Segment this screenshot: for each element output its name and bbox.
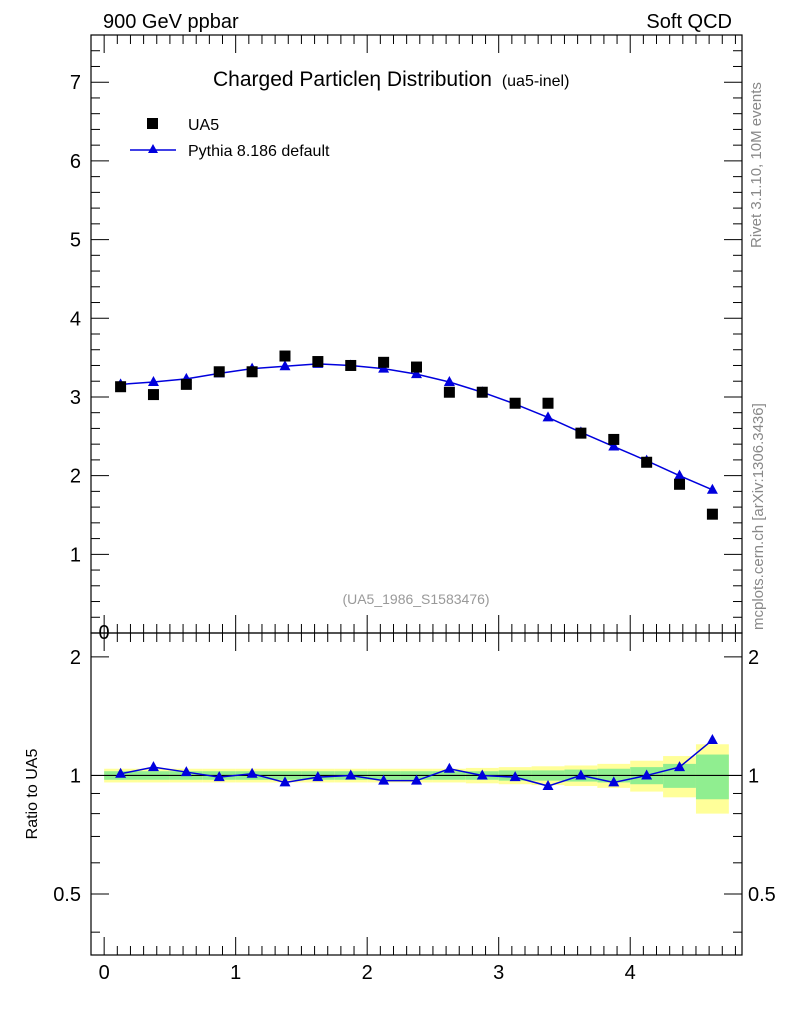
- ratio-frame: [90, 632, 743, 956]
- ratio-point: [706, 734, 718, 745]
- ratio-point: [608, 776, 620, 787]
- ua5-point: [378, 356, 390, 368]
- main-y-tick-label: 1: [70, 544, 81, 566]
- ratio-point: [312, 771, 324, 782]
- main-y-tick-labels: 1 2 3 4 5 6 7: [70, 72, 81, 566]
- ratio-point: [345, 769, 357, 780]
- pythia-point: [443, 375, 455, 386]
- ua5-point: [542, 397, 554, 409]
- watermark: (UA5_1986_S1583476): [342, 591, 489, 607]
- legend-label-pythia: Pythia 8.186 default: [188, 143, 330, 160]
- x-tick-label: 0: [99, 962, 110, 984]
- pythia-point: [608, 440, 620, 451]
- x-tick-labels: 0 1 2 3 4: [99, 962, 636, 984]
- ua5-point: [641, 456, 653, 468]
- ua5-point: [246, 366, 258, 378]
- ratio-point: [246, 767, 258, 778]
- ratio-point: [542, 780, 554, 791]
- ratio-point: [476, 769, 488, 780]
- main-y-tick-label: 5: [70, 230, 81, 252]
- ratio-point: [279, 776, 291, 787]
- main-y-tick-label: 4: [70, 308, 81, 330]
- ratio-axis-ticks: [91, 633, 742, 955]
- ratio-y-tick-label-left: 2: [70, 647, 81, 669]
- ratio-point: [213, 771, 225, 782]
- pythia-point: [674, 469, 686, 480]
- ratio-plot-panel: 0.5 0.5 1 1 2 2 0 1 2 3 4 Ratio to UA5: [24, 632, 776, 984]
- pythia-point: [279, 360, 291, 371]
- ua5-point: [706, 508, 718, 520]
- header-right: Soft QCD: [646, 11, 732, 33]
- ua5-point: [443, 386, 455, 398]
- side-label-bottom: mcplots.cern.ch [arXiv:1306.3436]: [750, 403, 767, 630]
- main-y-tick-label: 2: [70, 466, 81, 488]
- ua5-point: [279, 350, 291, 362]
- ua5-point: [509, 397, 521, 409]
- ratio-y-tick-labels: 0.5 0.5 1 1 2 2: [53, 647, 776, 906]
- legend: UA5 Pythia 8.186 default: [130, 117, 330, 160]
- pythia-point: [411, 368, 422, 379]
- legend-marker-ua5: [147, 118, 158, 129]
- ratio-y-tick-label-right: 1: [748, 765, 759, 787]
- ratio-point: [411, 774, 422, 785]
- ua5-point: [575, 427, 587, 439]
- ratio-series-layer: [115, 734, 718, 791]
- main-title-suffix: (ua5-inel): [502, 73, 570, 90]
- ratio-y-axis-label: Ratio to UA5: [24, 749, 41, 840]
- main-title-text: Charged Particleη Distribution: [213, 68, 492, 91]
- ratio-point: [443, 762, 455, 773]
- ua5-point: [213, 366, 225, 378]
- ua5-point: [476, 386, 488, 398]
- main-y-tick-label: 6: [70, 151, 81, 173]
- ratio-point: [674, 761, 686, 772]
- main-axis-ticks: [91, 35, 742, 634]
- main-y-tick-label: 7: [70, 72, 81, 94]
- main-series-layer: [115, 350, 718, 520]
- legend-marker-pythia: [148, 144, 158, 153]
- ratio-point: [180, 766, 192, 777]
- pythia-point: [147, 375, 159, 386]
- ua5-point: [115, 381, 127, 393]
- legend-label-ua5: UA5: [188, 117, 219, 134]
- ratio-point: [378, 774, 390, 785]
- ratio-y-tick-label-right: 2: [748, 647, 759, 669]
- ua5-point: [674, 478, 686, 490]
- x-tick-label: 4: [625, 962, 636, 984]
- ratio-y-tick-label-left: 1: [70, 765, 81, 787]
- pythia-line: [120, 363, 713, 491]
- ua5-point: [411, 361, 422, 373]
- ratio-band-green: [695, 754, 729, 800]
- x-tick-label: 1: [230, 962, 241, 984]
- x-tick-label: 3: [493, 962, 504, 984]
- main-title: Charged Particleη Distribution (ua5-inel…: [213, 68, 569, 91]
- pythia-point: [542, 411, 554, 422]
- ua5-point: [608, 433, 620, 445]
- ua5-point: [345, 359, 357, 371]
- ratio-point: [509, 771, 521, 782]
- ratio-point: [575, 769, 587, 780]
- ratio-y-tick-label-left: 0.5: [53, 884, 81, 906]
- ratio-point: [147, 761, 159, 772]
- ratio-point: [115, 767, 127, 778]
- ratio-point: [641, 769, 653, 780]
- ua5-point: [312, 356, 324, 368]
- side-label-top: Rivet 3.1.10, 10M events: [748, 82, 765, 248]
- pythia-point: [706, 483, 718, 494]
- ratio-y-tick-label-right: 0.5: [748, 884, 776, 906]
- x-tick-label: 2: [362, 962, 373, 984]
- header-left: 900 GeV ppbar: [103, 11, 239, 33]
- ua5-point: [180, 378, 192, 390]
- main-y-tick-label: 3: [70, 387, 81, 409]
- ua5-point: [147, 389, 159, 401]
